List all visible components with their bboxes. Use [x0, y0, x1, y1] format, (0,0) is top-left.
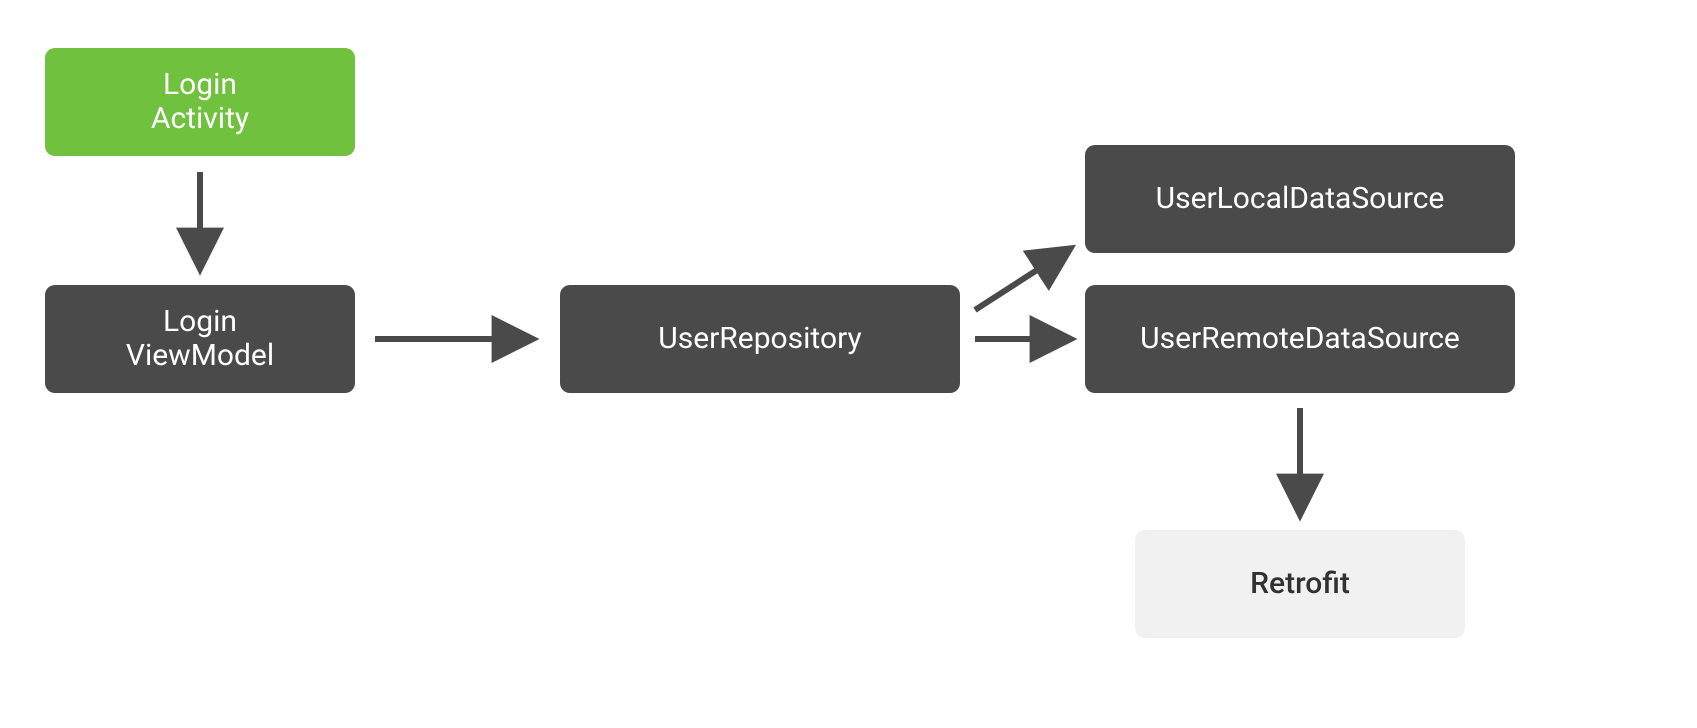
node-label: UserRepository — [658, 322, 861, 357]
node-label: Retrofit — [1250, 567, 1350, 602]
node-label: UserRemoteDataSource — [1140, 322, 1460, 357]
node-user-repository: UserRepository — [560, 285, 960, 393]
node-login-activity: Login Activity — [45, 48, 355, 156]
diagram-stage: Login Activity Login ViewModel UserRepos… — [0, 0, 1697, 728]
node-label: Login ViewModel — [126, 305, 274, 374]
node-label: Login Activity — [151, 68, 249, 137]
node-label: UserLocalDataSource — [1156, 182, 1445, 217]
node-user-remote-datasource: UserRemoteDataSource — [1085, 285, 1515, 393]
edge-repo_to_local — [975, 250, 1068, 310]
node-retrofit: Retrofit — [1135, 530, 1465, 638]
node-login-viewmodel: Login ViewModel — [45, 285, 355, 393]
node-user-local-datasource: UserLocalDataSource — [1085, 145, 1515, 253]
